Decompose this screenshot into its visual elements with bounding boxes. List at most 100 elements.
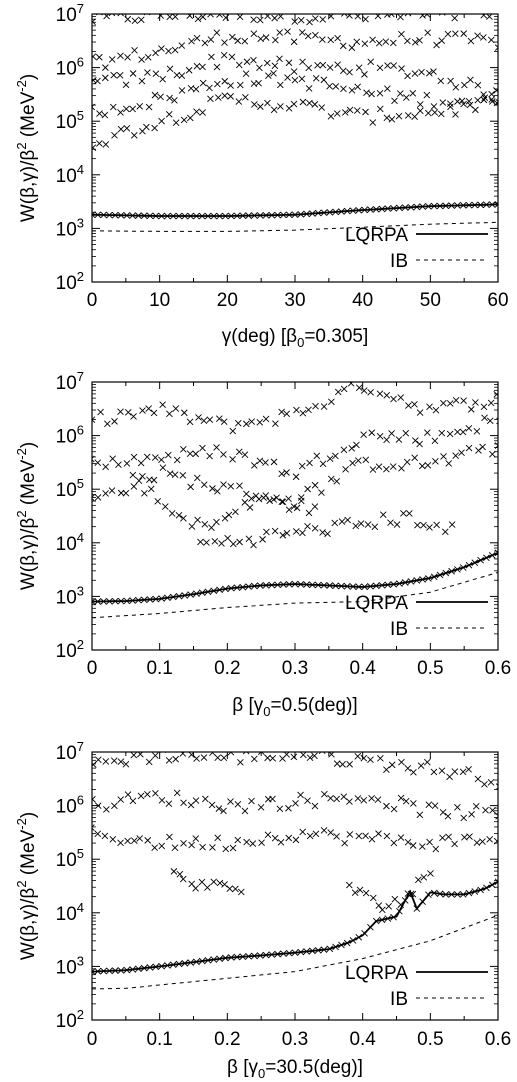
scatter-point — [242, 94, 249, 101]
scatter-point — [171, 844, 179, 852]
scatter-point — [327, 829, 335, 836]
scatter-point — [130, 752, 138, 759]
scatter-point — [465, 444, 473, 452]
scatter-point — [495, 812, 498, 820]
scatter-point — [346, 798, 353, 805]
scatter-point — [417, 762, 425, 770]
scatter-point — [180, 799, 187, 807]
scatter-point — [368, 90, 375, 98]
scatter-point — [210, 878, 218, 886]
x-tick-label: 0 — [87, 290, 98, 311]
scatter-point — [416, 440, 423, 448]
scatter-point — [311, 101, 319, 108]
scatter-point — [472, 106, 479, 114]
scatter-point — [94, 459, 102, 467]
scatter-point — [283, 752, 290, 758]
scatter-point — [332, 452, 339, 460]
scatter-point — [367, 756, 374, 764]
scatter-point — [248, 495, 255, 502]
scatter-point — [437, 110, 445, 118]
scatter-point — [472, 802, 480, 810]
scatter-point — [284, 28, 291, 35]
y-tick-label: 107 — [56, 1, 84, 26]
x-tick-label: 0.4 — [349, 658, 376, 679]
scatter-point — [369, 7, 375, 13]
scatter-point — [344, 516, 351, 524]
scatter-point — [192, 835, 200, 842]
scatter-point — [383, 766, 390, 773]
scatter-point — [270, 458, 278, 466]
scatter-point — [333, 760, 341, 767]
scatter-point — [215, 805, 223, 812]
scatter-point — [416, 107, 424, 115]
scatter-point — [124, 791, 132, 798]
scatter-point — [108, 487, 116, 494]
scatter-point — [475, 447, 482, 454]
scatter-point — [213, 444, 220, 451]
scatter-point — [382, 38, 390, 46]
scatter-point — [92, 53, 97, 60]
scatter-point — [111, 418, 118, 425]
scatter-point — [200, 417, 208, 424]
scatter-point — [192, 885, 199, 892]
x-tick-label: 40 — [352, 290, 373, 311]
scatter-point — [404, 72, 411, 80]
x-tick-label: 0.2 — [214, 1029, 240, 1050]
scatter-point — [165, 47, 172, 55]
scatter-point — [111, 131, 118, 139]
scatter-point — [391, 97, 398, 105]
scatter-point — [188, 37, 195, 45]
scatter-point — [388, 761, 396, 769]
scatter-point — [96, 140, 103, 147]
scatter-point — [180, 409, 188, 417]
scatter-point — [452, 111, 459, 118]
scatter-point — [320, 76, 328, 84]
scatter-point — [426, 524, 433, 531]
scatter-point — [299, 752, 307, 759]
scatter-point — [406, 510, 413, 517]
scatter-point — [103, 806, 110, 813]
scatter-point — [354, 795, 362, 802]
scatter-point — [312, 31, 319, 39]
scatter-point — [297, 791, 304, 799]
scatter-point — [237, 888, 245, 896]
scatter-point — [362, 456, 370, 464]
scatter-point — [272, 420, 279, 428]
scatter-point — [243, 420, 250, 428]
scatter-point — [346, 106, 354, 114]
scatter-point — [331, 519, 339, 527]
scatter-point — [92, 18, 96, 26]
scatter-point — [193, 474, 201, 482]
scatter-point — [264, 754, 271, 762]
scatter-point — [411, 400, 418, 408]
plot-frame — [91, 13, 499, 283]
scatter-point — [334, 34, 341, 42]
scatter-point — [209, 485, 216, 492]
scatter-point — [186, 418, 194, 426]
scatter-point — [221, 92, 229, 99]
scatter-point — [445, 833, 452, 841]
scatter-point — [319, 460, 327, 468]
scatter-point — [297, 494, 305, 501]
scatter-point — [179, 752, 187, 757]
scatter-point — [234, 836, 242, 844]
scatter-point — [264, 99, 271, 107]
plot-area — [92, 382, 498, 619]
scatter-point — [117, 52, 124, 60]
scatter-point — [229, 427, 237, 435]
scatter-point — [270, 69, 277, 77]
scatter-point — [243, 58, 251, 66]
scatter-point — [271, 62, 279, 70]
scatter-point — [272, 36, 279, 44]
scatter-point — [383, 465, 390, 473]
y-tick-label: 107 — [56, 739, 84, 764]
scatter-point — [496, 417, 498, 425]
chart-panel-1: 0 10 20 30 40 50 60 102 103 104 105 106 107 W(β,γ)/β2… — [14, 1, 509, 350]
y-tick-label: 103 — [56, 215, 84, 240]
scatter-point — [384, 62, 391, 69]
scatter-point — [96, 110, 103, 117]
scatter-point — [166, 833, 173, 841]
scatter-point — [209, 844, 216, 851]
scatter-point — [488, 36, 495, 44]
